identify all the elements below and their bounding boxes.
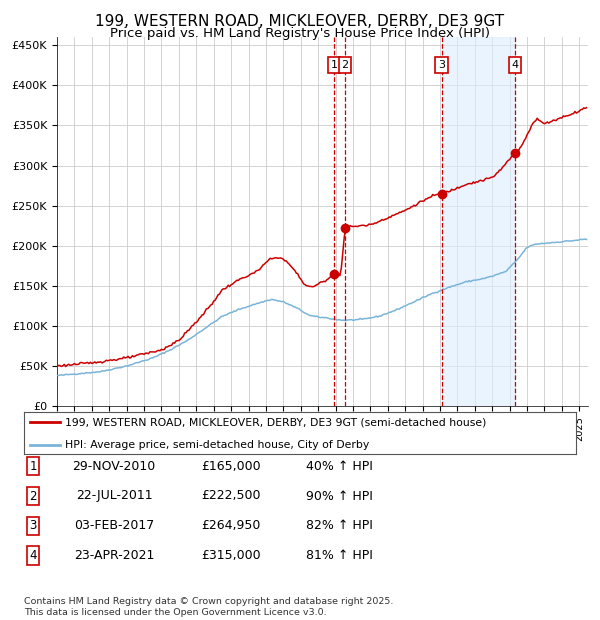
Text: 4: 4 [511,60,518,70]
Text: 1: 1 [331,60,337,70]
Text: 3: 3 [438,60,445,70]
Text: 22-JUL-2011: 22-JUL-2011 [76,490,152,502]
Text: £264,950: £264,950 [202,520,260,532]
Text: 82% ↑ HPI: 82% ↑ HPI [305,520,373,532]
Text: 3: 3 [29,520,37,532]
Text: £222,500: £222,500 [201,490,261,502]
Text: 199, WESTERN ROAD, MICKLEOVER, DERBY, DE3 9GT: 199, WESTERN ROAD, MICKLEOVER, DERBY, DE… [95,14,505,29]
Text: £165,000: £165,000 [201,460,261,472]
Text: Price paid vs. HM Land Registry's House Price Index (HPI): Price paid vs. HM Land Registry's House … [110,27,490,40]
Text: 2: 2 [341,60,349,70]
Text: 81% ↑ HPI: 81% ↑ HPI [305,549,373,562]
Text: 199, WESTERN ROAD, MICKLEOVER, DERBY, DE3 9GT (semi-detached house): 199, WESTERN ROAD, MICKLEOVER, DERBY, DE… [65,417,487,427]
Text: 4: 4 [29,549,37,562]
Text: 29-NOV-2010: 29-NOV-2010 [73,460,155,472]
Text: HPI: Average price, semi-detached house, City of Derby: HPI: Average price, semi-detached house,… [65,440,370,450]
Text: 90% ↑ HPI: 90% ↑ HPI [305,490,373,502]
Text: £315,000: £315,000 [201,549,261,562]
Text: 1: 1 [29,460,37,472]
Text: 40% ↑ HPI: 40% ↑ HPI [305,460,373,472]
Text: 23-APR-2021: 23-APR-2021 [74,549,154,562]
Bar [442,37,515,406]
Text: Contains HM Land Registry data © Crown copyright and database right 2025.
This d: Contains HM Land Registry data © Crown c… [24,598,394,617]
Text: 03-FEB-2017: 03-FEB-2017 [74,520,154,532]
Text: 2: 2 [29,490,37,502]
